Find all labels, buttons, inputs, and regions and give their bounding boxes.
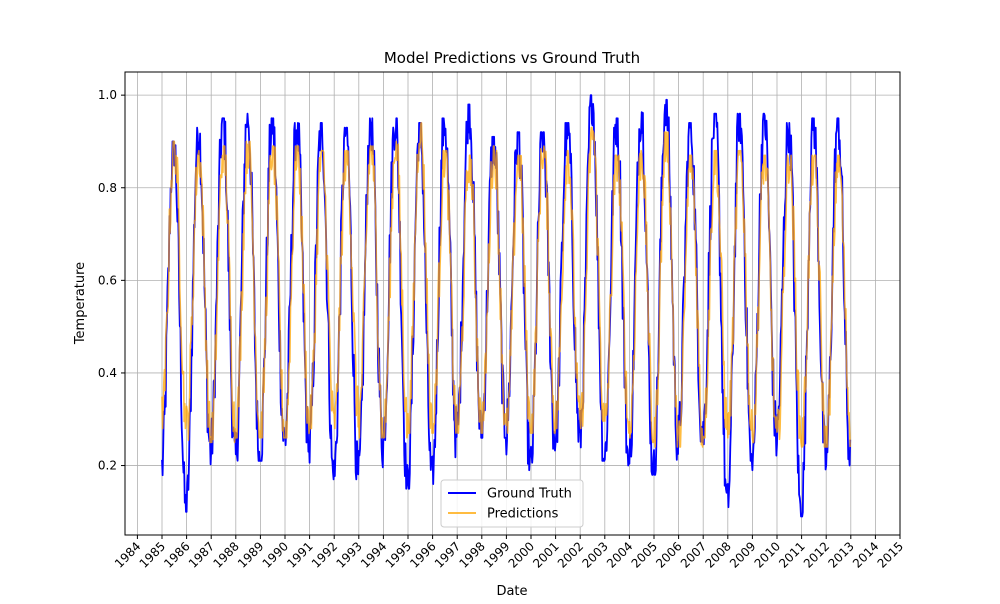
x-tick-label: 1997 xyxy=(432,539,463,570)
y-tick-label: 0.6 xyxy=(98,273,117,287)
y-tick-label: 0.2 xyxy=(98,459,117,473)
x-tick-label: 2010 xyxy=(752,539,783,570)
x-tick-label: 2013 xyxy=(825,539,856,570)
x-tick-label: 1986 xyxy=(161,539,192,570)
x-tick-label: 1993 xyxy=(333,539,364,570)
x-tick-label: 1998 xyxy=(456,539,487,570)
x-tick-label: 1995 xyxy=(383,539,414,570)
y-tick-label: 1.0 xyxy=(98,88,117,102)
x-tick-label: 1985 xyxy=(137,539,168,570)
x-tick-label: 2012 xyxy=(801,539,832,570)
chart-title: Model Predictions vs Ground Truth xyxy=(384,49,640,67)
x-tick-label: 2004 xyxy=(604,539,635,570)
x-tick-label: 2000 xyxy=(506,539,537,570)
x-tick-label: 2015 xyxy=(875,539,906,570)
y-tick-label: 0.4 xyxy=(98,366,117,380)
plot-frame xyxy=(124,71,901,536)
x-tick-label: 2002 xyxy=(555,539,586,570)
x-tick-label: 1987 xyxy=(186,539,217,570)
legend-label-predictions: Predictions xyxy=(487,507,559,522)
legend: Ground Truth Predictions xyxy=(440,479,584,528)
x-tick-label: 1990 xyxy=(260,539,291,570)
x-tick-label: 2001 xyxy=(530,539,561,570)
x-tick-label: 2003 xyxy=(579,539,610,570)
x-tick-label: 2006 xyxy=(653,539,684,570)
x-tick-label: 2008 xyxy=(702,539,733,570)
x-axis: 1984198519861987198819891990199119921993… xyxy=(112,535,906,571)
x-tick-label: 1988 xyxy=(210,539,241,570)
legend-label-ground-truth: Ground Truth xyxy=(487,487,572,502)
series-line-predictions xyxy=(161,122,851,448)
x-tick-label: 1996 xyxy=(407,539,438,570)
x-tick-label: 2007 xyxy=(678,539,709,570)
x-tick-label: 2009 xyxy=(727,539,758,570)
x-tick-label: 2005 xyxy=(629,539,660,570)
x-tick-label: 1984 xyxy=(112,539,143,570)
x-tick-label: 2011 xyxy=(776,539,807,570)
x-tick-label: 1999 xyxy=(481,539,512,570)
y-tick-label: 0.8 xyxy=(98,181,117,195)
x-tick-label: 1991 xyxy=(284,539,315,570)
legend-box xyxy=(440,479,584,528)
x-tick-label: 1989 xyxy=(235,539,266,570)
x-tick-label: 1994 xyxy=(358,539,389,570)
series-layer xyxy=(161,94,852,518)
x-tick-label: 2014 xyxy=(850,539,881,570)
x-axis-label: Date xyxy=(496,584,527,599)
y-axis-label: Temperature xyxy=(73,262,88,345)
x-tick-label: 1992 xyxy=(309,539,340,570)
y-axis: 0.2 0.4 0.6 0.8 1.0 xyxy=(98,88,125,473)
